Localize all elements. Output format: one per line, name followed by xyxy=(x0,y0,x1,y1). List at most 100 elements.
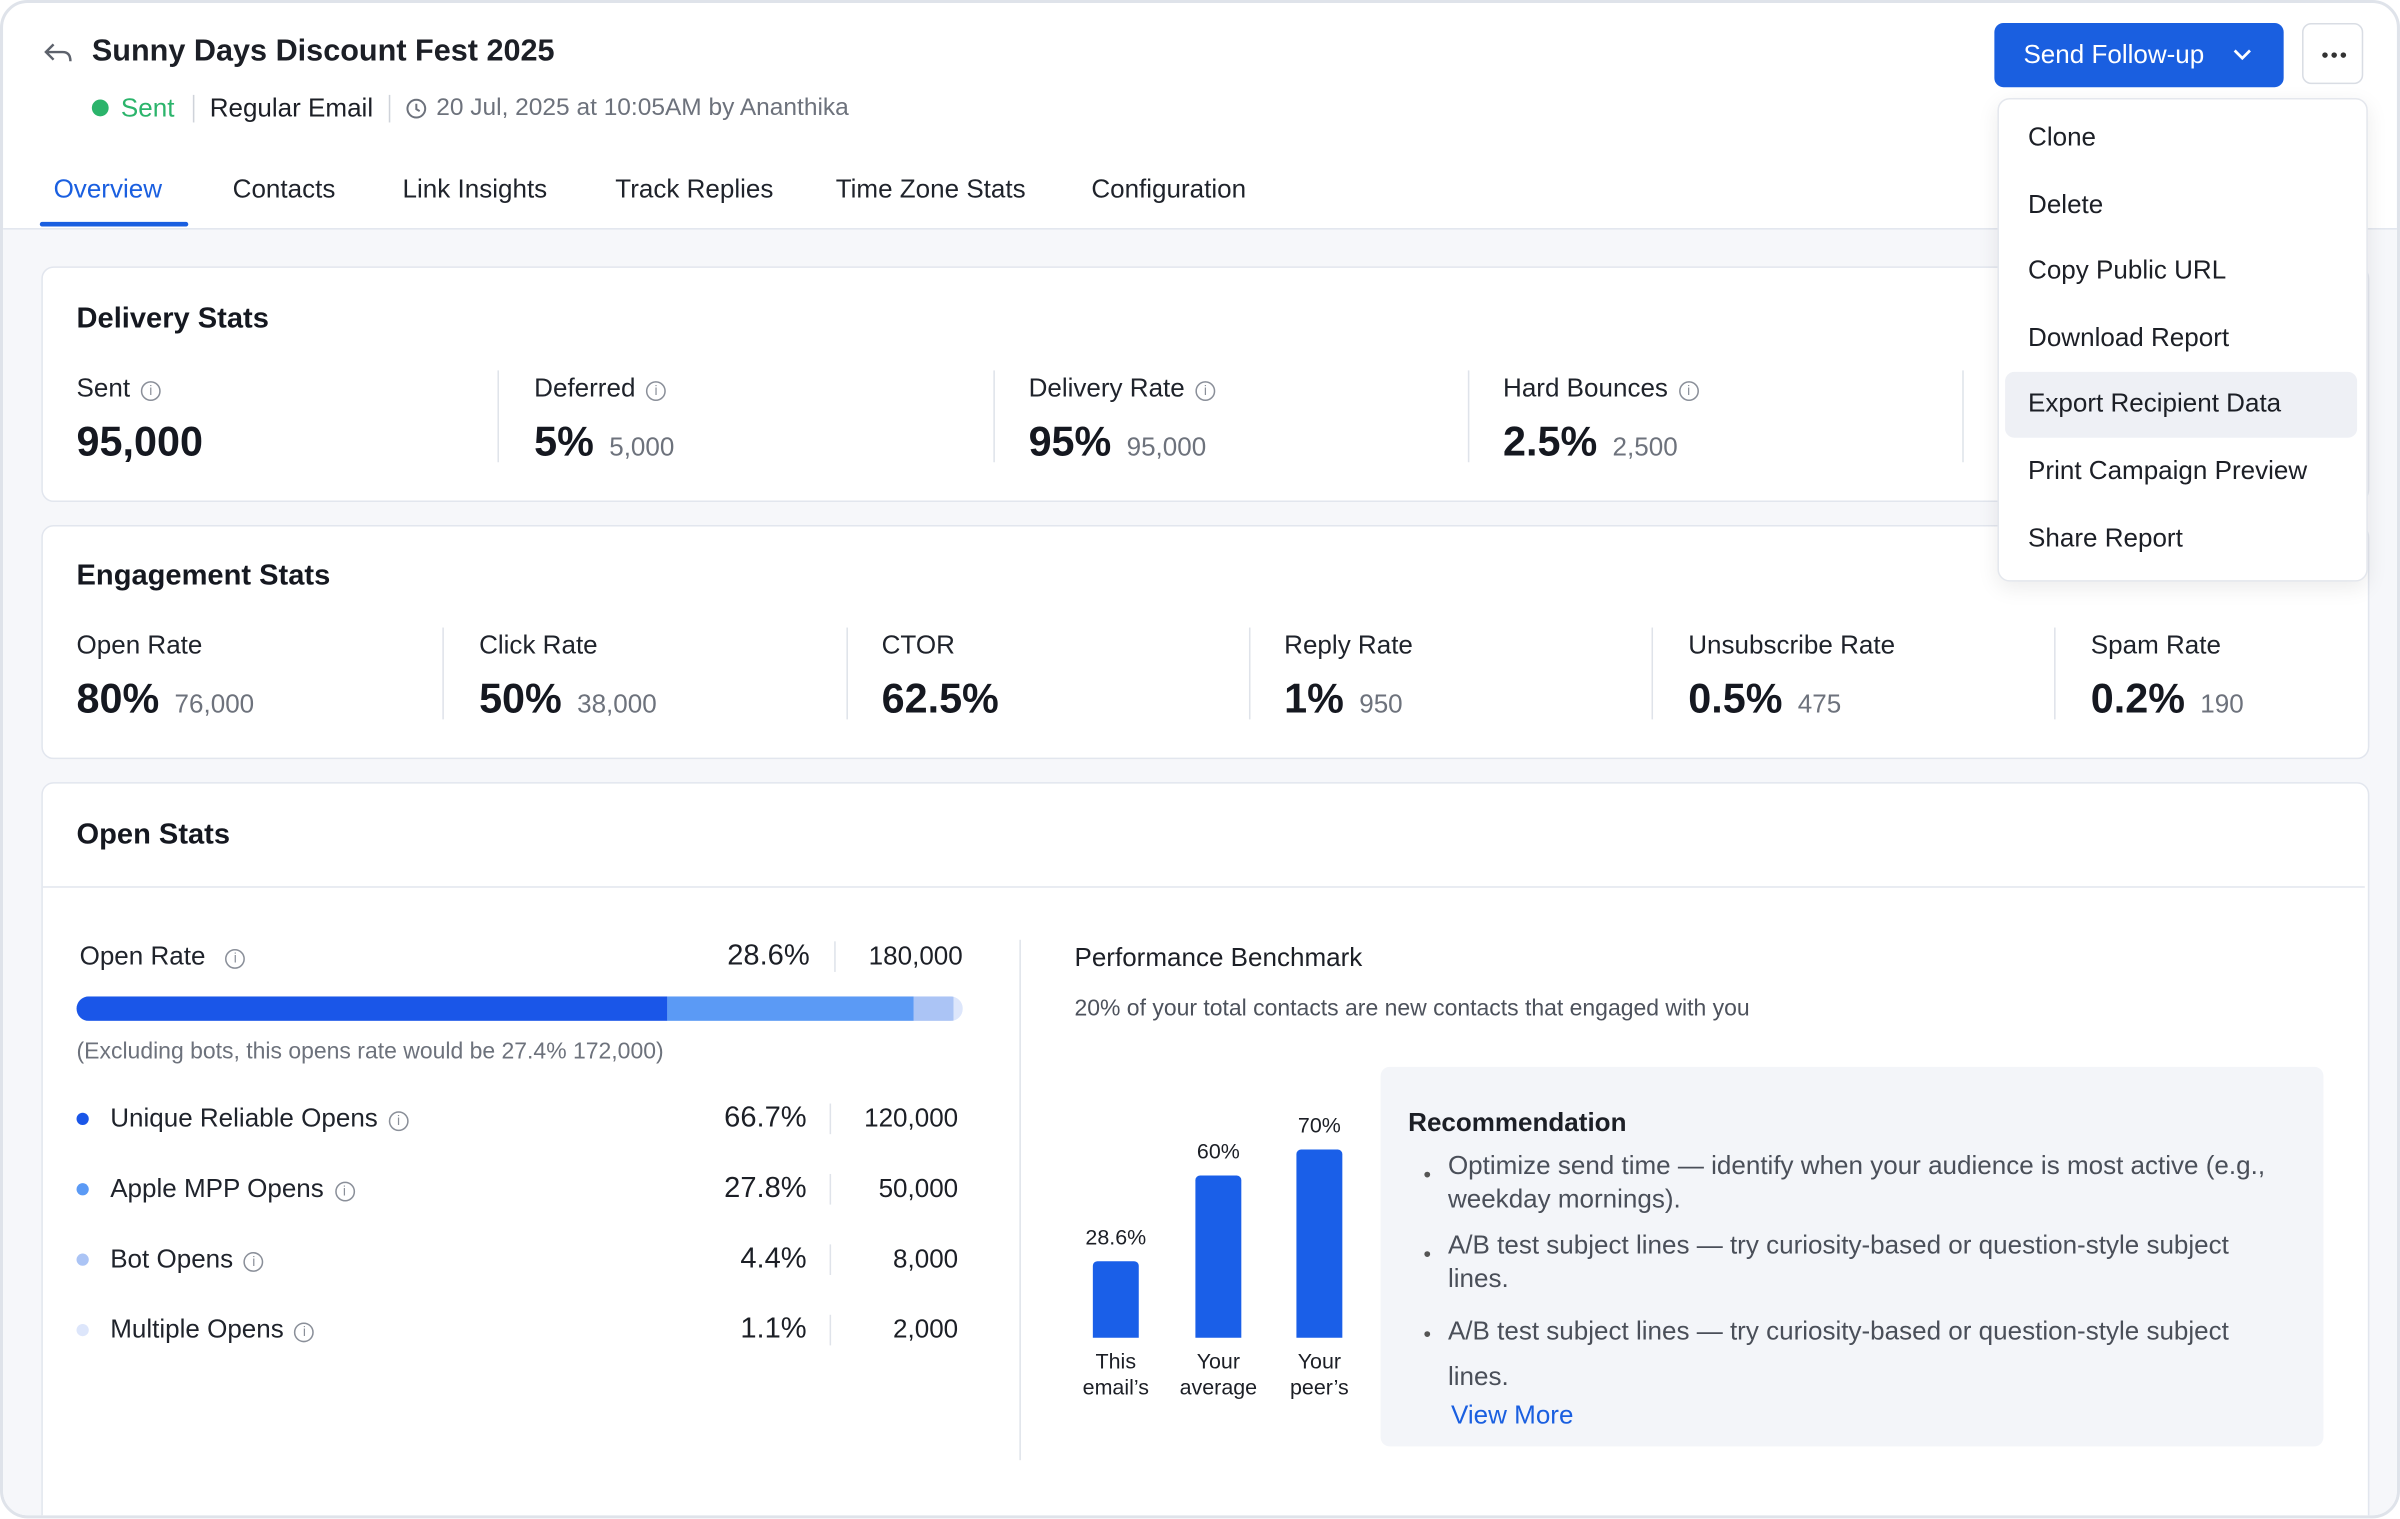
divider xyxy=(1248,627,1251,720)
benchmark-title: Performance Benchmark xyxy=(1074,942,1363,972)
divider xyxy=(497,370,499,463)
menu-item[interactable]: Clone xyxy=(2028,122,2097,152)
menu-item[interactable]: Delete xyxy=(2028,189,2104,219)
stat-label: Deferred i xyxy=(534,373,667,404)
value: 50% xyxy=(479,675,562,722)
label: Bot Opens xyxy=(110,1244,234,1274)
breakdown-name: Unique Reliable Opens i xyxy=(110,1103,409,1135)
count: 76,000 xyxy=(174,689,255,719)
bullet: • xyxy=(1423,1320,1431,1346)
menu-item[interactable]: Export Recipient Data xyxy=(2028,389,2282,419)
breakdown-name: Multiple Opens i xyxy=(110,1314,315,1346)
tab[interactable]: Configuration xyxy=(1091,174,1247,204)
bar-segment xyxy=(76,996,668,1021)
benchmark-subtitle: 20% of your total contacts are new conta… xyxy=(1074,995,1750,1022)
menu-highlight xyxy=(2005,372,2358,439)
sent-info: 20 Jul, 2025 at 10:05AM by Ananthika xyxy=(436,94,849,121)
stat-value: 95% 95,000 xyxy=(1029,419,1207,466)
legend-dot xyxy=(76,1253,89,1266)
breakdown-percent: 27.8% xyxy=(724,1172,807,1205)
divider xyxy=(1962,370,1964,463)
label: Open Rate xyxy=(79,941,206,971)
info-icon: i xyxy=(294,1322,315,1343)
section-title: Open Stats xyxy=(76,818,231,852)
button-label: Send Follow-up xyxy=(2023,39,2205,69)
status: Sent xyxy=(120,93,175,123)
bar-value-label: 70% xyxy=(1297,1112,1341,1137)
stat-label: Spam Rate xyxy=(2090,630,2221,660)
label: Hard Bounces xyxy=(1503,373,1668,403)
view-more-link[interactable]: View More xyxy=(1451,1400,1574,1430)
divider xyxy=(42,886,2365,888)
tab[interactable]: Track Replies xyxy=(615,174,774,204)
count: 5,000 xyxy=(609,432,675,462)
menu-item[interactable]: Download Report xyxy=(2028,322,2230,352)
breakdown-count: 2,000 xyxy=(893,1314,959,1344)
breakdown-name: Apple MPP Opens i xyxy=(110,1174,355,1205)
recommendation-item: A/B test subject lines — try curiosity-b… xyxy=(1447,1230,2229,1294)
menu-item[interactable]: Share Report xyxy=(2028,522,2183,552)
send-follow-up-button[interactable]: Send Follow-up xyxy=(1994,22,2284,88)
open-rate-bar xyxy=(76,996,963,1021)
benchmark-bar xyxy=(1195,1176,1242,1338)
bar-category-label: This email’s xyxy=(1082,1348,1149,1399)
divider xyxy=(1019,939,1021,1461)
value: 95% xyxy=(1028,418,1112,465)
stat-label: CTOR xyxy=(881,630,955,660)
open-rate-percent: 28.6% xyxy=(727,939,810,972)
count: 950 xyxy=(1359,689,1403,719)
clock-icon xyxy=(406,98,427,119)
stat-value: 62.5% xyxy=(882,676,999,723)
tab[interactable]: Time Zone Stats xyxy=(835,174,1026,204)
bar-segment xyxy=(952,996,963,1021)
legend-dot xyxy=(76,1323,89,1337)
tab[interactable]: Overview xyxy=(53,174,163,204)
separator xyxy=(388,94,391,123)
section-title: Delivery Stats xyxy=(76,303,269,336)
stat-value: 1% 950 xyxy=(1284,676,1402,723)
count: 95,000 xyxy=(1126,432,1207,462)
menu-item[interactable]: Print Campaign Preview xyxy=(2028,456,2308,486)
recommendation-title: Recommendation xyxy=(1408,1108,1627,1138)
tab[interactable]: Link Insights xyxy=(402,174,548,204)
breakdown-name: Bot Opens i xyxy=(110,1244,264,1275)
menu-item[interactable]: Copy Public URL xyxy=(2028,255,2227,285)
more-button[interactable] xyxy=(2302,22,2364,85)
benchmark-bar xyxy=(1296,1149,1343,1338)
email-type: Regular Email xyxy=(209,93,374,123)
breakdown-count: 50,000 xyxy=(878,1173,959,1204)
breakdown-count: 120,000 xyxy=(864,1103,959,1133)
divider xyxy=(834,941,836,972)
breakdown-percent: 66.7% xyxy=(724,1102,807,1135)
label: Unique Reliable Opens xyxy=(110,1103,378,1133)
count: 475 xyxy=(1797,689,1842,719)
stat-label: Click Rate xyxy=(479,630,598,660)
status-dot xyxy=(91,99,109,117)
label: Multiple Opens xyxy=(110,1314,284,1344)
divider xyxy=(829,1173,832,1205)
separator xyxy=(192,94,195,123)
bar-value-label: 28.6% xyxy=(1085,1223,1147,1249)
breakdown-percent: 1.1% xyxy=(740,1313,807,1346)
stat-value: 50% 38,000 xyxy=(479,676,657,723)
stat-value: 80% 76,000 xyxy=(77,676,255,723)
info-icon: i xyxy=(140,381,161,402)
stat-value: 2.5% 2,500 xyxy=(1503,419,1678,466)
divider xyxy=(2054,627,2056,720)
count: 38,000 xyxy=(577,689,657,719)
breakdown-percent: 4.4% xyxy=(740,1242,807,1275)
value: 95,000 xyxy=(76,418,203,465)
back-icon[interactable] xyxy=(43,40,74,64)
value: 80% xyxy=(76,675,160,722)
stat-value: 0.5% 475 xyxy=(1688,676,1841,723)
open-rate-count: 180,000 xyxy=(868,941,963,971)
section-title: Engagement Stats xyxy=(76,560,331,593)
tab[interactable]: Contacts xyxy=(232,174,336,204)
chevron xyxy=(2233,49,2251,61)
value: 2.5% xyxy=(1503,418,1598,465)
stat-value: 0.2% 190 xyxy=(2091,676,2244,723)
stat-label: Hard Bounces i xyxy=(1503,373,1699,404)
info-icon: i xyxy=(388,1111,409,1132)
dropdown-menu xyxy=(1997,97,2368,582)
